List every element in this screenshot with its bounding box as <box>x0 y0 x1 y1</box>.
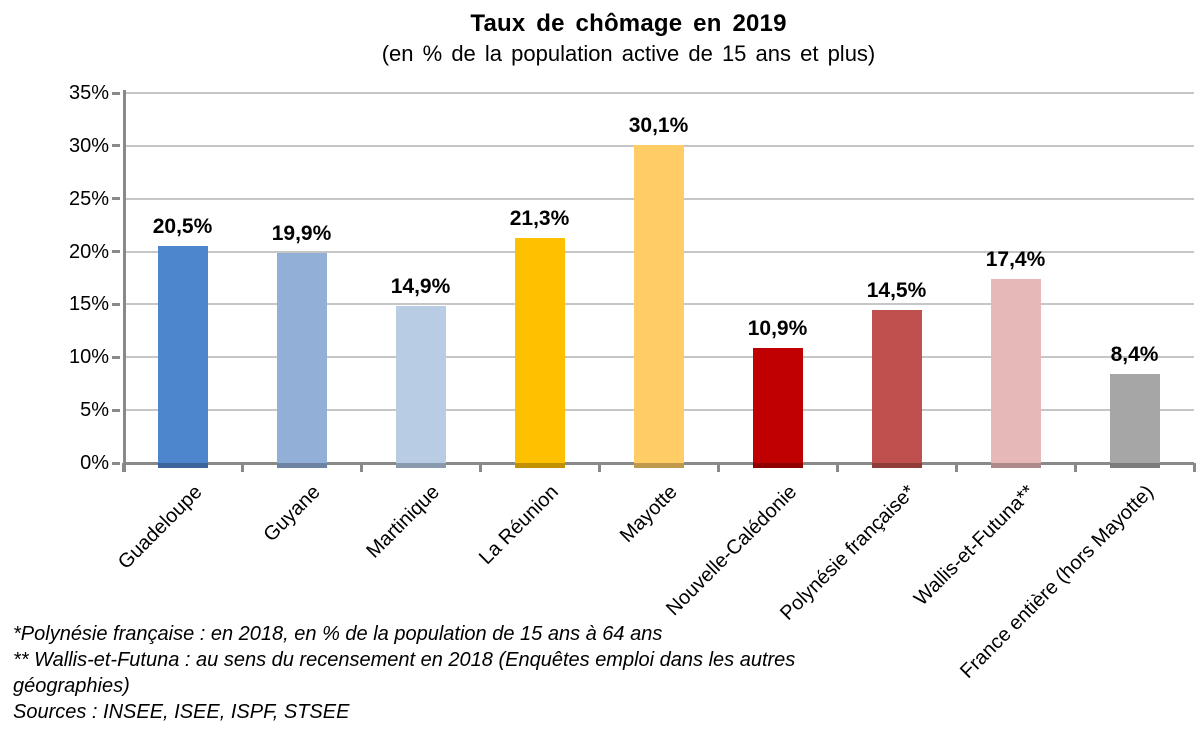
y-tick <box>112 461 120 465</box>
y-tick-label: 5% <box>80 399 109 422</box>
bar <box>1109 374 1160 468</box>
x-axis-label: Martinique <box>362 481 445 563</box>
x-axis-label: Guadeloupe <box>113 481 207 574</box>
x-tick <box>121 463 125 472</box>
bar-value-label: 17,4% <box>985 248 1046 272</box>
bar <box>395 305 446 468</box>
x-tick <box>1073 463 1077 472</box>
y-tick <box>112 91 120 95</box>
y-tick-label: 30% <box>68 134 109 157</box>
x-tick <box>835 463 839 472</box>
y-tick-label: 0% <box>80 452 109 474</box>
x-axis-label: Mayotte <box>616 481 683 547</box>
footnote-wallis: ** Wallis-et-Futuna : au sens du recense… <box>13 649 796 697</box>
x-tick <box>1192 463 1196 472</box>
y-tick-label: 20% <box>68 240 109 263</box>
bar-value-label: 8,4% <box>1110 343 1159 367</box>
bar <box>276 252 327 468</box>
x-tick <box>478 463 482 472</box>
bar-value-label: 21,3% <box>509 206 570 230</box>
chart-subtitle: (en % de la population active de 15 ans … <box>381 41 876 66</box>
title-block: Taux de chômage en 2019 (en % de la popu… <box>56 10 1201 67</box>
x-axis-label: Wallis-et-Futuna** <box>910 481 1040 610</box>
bar <box>752 347 803 468</box>
footnote-sources: Sources : INSEE, ISEE, ISPF, STSEE <box>13 701 350 723</box>
y-tick <box>112 302 120 306</box>
bar-value-label: 30,1% <box>628 113 689 137</box>
bar-value-label: 10,9% <box>747 316 808 340</box>
x-tick <box>716 463 720 472</box>
bar <box>871 309 922 468</box>
chart-title: Taux de chômage en 2019 <box>470 10 787 37</box>
x-axis-label: France entière (hors Mayotte) <box>956 481 1159 683</box>
y-tick <box>112 144 120 148</box>
gridline <box>123 92 1194 94</box>
y-tick <box>112 408 120 412</box>
bar <box>633 144 684 468</box>
y-tick-label: 35% <box>68 82 109 104</box>
bar-value-label: 14,5% <box>866 278 927 302</box>
bar-value-label: 19,9% <box>271 221 332 245</box>
x-axis-label: Nouvelle-Calédonie <box>662 481 802 620</box>
bar-value-label: 14,9% <box>390 274 451 298</box>
footnotes: *Polynésie française : en 2018, en % de … <box>13 621 825 725</box>
bar <box>514 237 565 468</box>
y-axis-line <box>123 90 126 472</box>
footnote-polynesie: *Polynésie française : en 2018, en % de … <box>13 623 663 645</box>
y-tick-label: 10% <box>68 346 109 369</box>
x-axis-label: Polynésie française* <box>776 481 921 625</box>
bar <box>990 279 1041 468</box>
plot-area: 0% 5% 10% 15% 20% 25% 30% 35% 20,5% Guadeloupe 19,… <box>69 82 1196 683</box>
y-tick-label: 25% <box>68 187 109 210</box>
bar-value-label: 20,5% <box>152 215 213 239</box>
y-tick <box>112 197 120 201</box>
y-tick <box>112 250 120 254</box>
y-tick-label: 15% <box>68 293 109 316</box>
x-tick <box>597 463 601 472</box>
x-tick <box>954 463 958 472</box>
x-tick <box>359 463 363 472</box>
y-tick <box>112 355 120 359</box>
x-axis-label: Guyane <box>259 481 326 547</box>
x-tick <box>240 463 244 472</box>
x-axis-label: La Réunion <box>475 481 564 569</box>
bar <box>157 246 208 468</box>
